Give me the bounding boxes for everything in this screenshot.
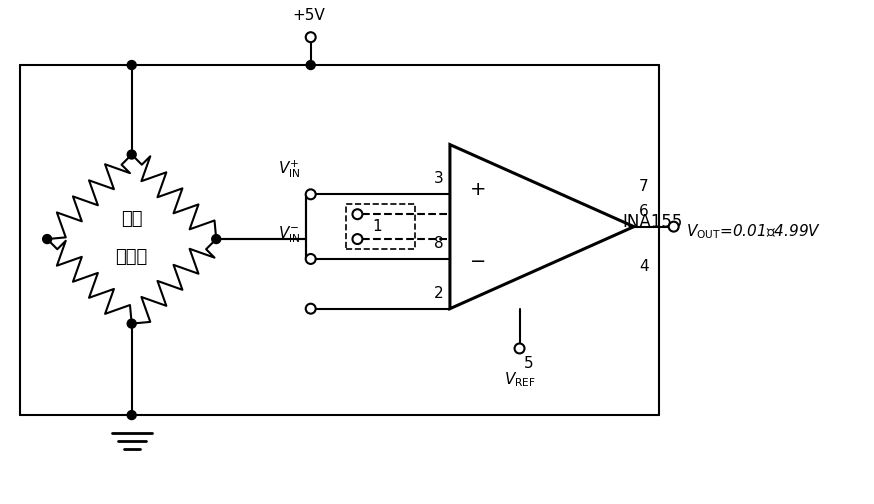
Text: $V_{\rm IN}^{-}$: $V_{\rm IN}^{-}$ bbox=[278, 225, 301, 245]
Text: $V_{\rm OUT}$=0.01～4.99V: $V_{\rm OUT}$=0.01～4.99V bbox=[685, 222, 821, 241]
Circle shape bbox=[515, 344, 524, 353]
Circle shape bbox=[306, 60, 316, 70]
Circle shape bbox=[306, 32, 316, 42]
Text: 8: 8 bbox=[434, 236, 444, 251]
Text: $V_{\rm REF}$: $V_{\rm REF}$ bbox=[503, 370, 536, 389]
Text: −: − bbox=[469, 253, 486, 272]
Circle shape bbox=[43, 234, 52, 243]
Circle shape bbox=[212, 234, 221, 243]
Text: +: + bbox=[469, 180, 486, 199]
Circle shape bbox=[669, 222, 678, 232]
Text: 3: 3 bbox=[434, 171, 444, 186]
Text: $V_{\rm IN}^{+}$: $V_{\rm IN}^{+}$ bbox=[278, 159, 301, 180]
Text: 4: 4 bbox=[639, 259, 649, 274]
Circle shape bbox=[306, 190, 316, 199]
Text: 电桥: 电桥 bbox=[121, 210, 142, 228]
Circle shape bbox=[352, 209, 363, 219]
Text: INA155: INA155 bbox=[622, 213, 683, 231]
Text: 6: 6 bbox=[639, 204, 649, 219]
Circle shape bbox=[352, 234, 363, 244]
Text: 1: 1 bbox=[372, 219, 382, 234]
Circle shape bbox=[128, 319, 136, 328]
Text: 传感器: 传感器 bbox=[115, 248, 148, 266]
Text: +5V: +5V bbox=[292, 8, 325, 23]
Text: 2: 2 bbox=[434, 286, 444, 301]
Text: 5: 5 bbox=[524, 356, 533, 371]
Circle shape bbox=[128, 411, 136, 419]
Circle shape bbox=[306, 254, 316, 264]
Circle shape bbox=[306, 304, 316, 313]
Text: 7: 7 bbox=[639, 179, 649, 195]
Bar bbox=[345, 204, 415, 249]
Circle shape bbox=[128, 150, 136, 159]
Circle shape bbox=[128, 60, 136, 70]
